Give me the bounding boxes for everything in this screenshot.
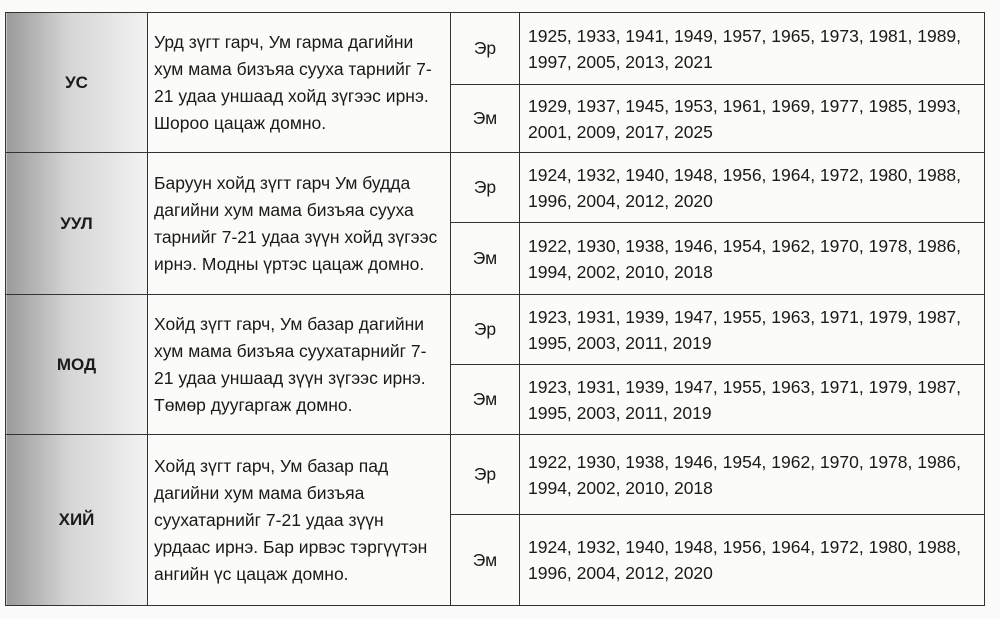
instruction-cell: Хойд зүгт гарч, Ум базар пад дагийни хум… bbox=[147, 434, 451, 606]
male-label: Эр bbox=[450, 12, 520, 85]
instruction-cell: Урд зүгт гарч, Ум гарма дагийни хум мама… bbox=[147, 12, 451, 153]
instruction-cell: Хойд зүгт гарч, Ум базар дагийни хум мам… bbox=[147, 294, 451, 435]
table-row: МОД Хойд зүгт гарч, Ум базар дагийни хум… bbox=[5, 294, 985, 435]
element-years-table: УС Урд зүгт гарч, Ум гарма дагийни хум м… bbox=[5, 12, 985, 606]
female-label: Эм bbox=[450, 84, 520, 153]
male-label: Эр bbox=[450, 434, 520, 515]
table-row: ХИЙ Хойд зүгт гарч, Ум базар пад дагийни… bbox=[5, 434, 985, 606]
table-row: Эм 1929, 1937, 1945, 1953, 1961, 1969, 1… bbox=[6, 84, 985, 153]
element-cell: УС bbox=[5, 12, 148, 153]
instruction-cell: Баруун хойд зүгт гарч Ум будда дагийни х… bbox=[147, 152, 451, 295]
female-label: Эм bbox=[450, 514, 520, 606]
female-label: Эм bbox=[450, 364, 520, 435]
female-years: 1923, 1931, 1939, 1947, 1955, 1963, 1971… bbox=[519, 364, 985, 435]
female-years: 1929, 1937, 1945, 1953, 1961, 1969, 1977… bbox=[519, 84, 985, 153]
male-label: Эр bbox=[450, 294, 520, 365]
female-years: 1922, 1930, 1938, 1946, 1954, 1962, 1970… bbox=[519, 222, 985, 295]
table-row: УС Урд зүгт гарч, Ум гарма дагийни хум м… bbox=[5, 12, 985, 153]
male-label: Эр bbox=[450, 152, 520, 223]
male-years: 1922, 1930, 1938, 1946, 1954, 1962, 1970… bbox=[519, 434, 985, 515]
table-row: Эм 1924, 1932, 1940, 1948, 1956, 1964, 1… bbox=[6, 514, 985, 606]
table-row: Эм 1923, 1931, 1939, 1947, 1955, 1963, 1… bbox=[6, 364, 985, 435]
male-years: 1925, 1933, 1941, 1949, 1957, 1965, 1973… bbox=[519, 12, 985, 85]
element-cell: ХИЙ bbox=[5, 434, 148, 606]
element-cell: МОД bbox=[5, 294, 148, 435]
female-label: Эм bbox=[450, 222, 520, 295]
element-cell: УУЛ bbox=[5, 152, 148, 295]
male-years: 1924, 1932, 1940, 1948, 1956, 1964, 1972… bbox=[519, 152, 985, 223]
table-row: Эм 1922, 1930, 1938, 1946, 1954, 1962, 1… bbox=[6, 222, 985, 295]
male-years: 1923, 1931, 1939, 1947, 1955, 1963, 1971… bbox=[519, 294, 985, 365]
table-row: УУЛ Баруун хойд зүгт гарч Ум будда дагий… bbox=[5, 152, 985, 295]
female-years: 1924, 1932, 1940, 1948, 1956, 1964, 1972… bbox=[519, 514, 985, 606]
